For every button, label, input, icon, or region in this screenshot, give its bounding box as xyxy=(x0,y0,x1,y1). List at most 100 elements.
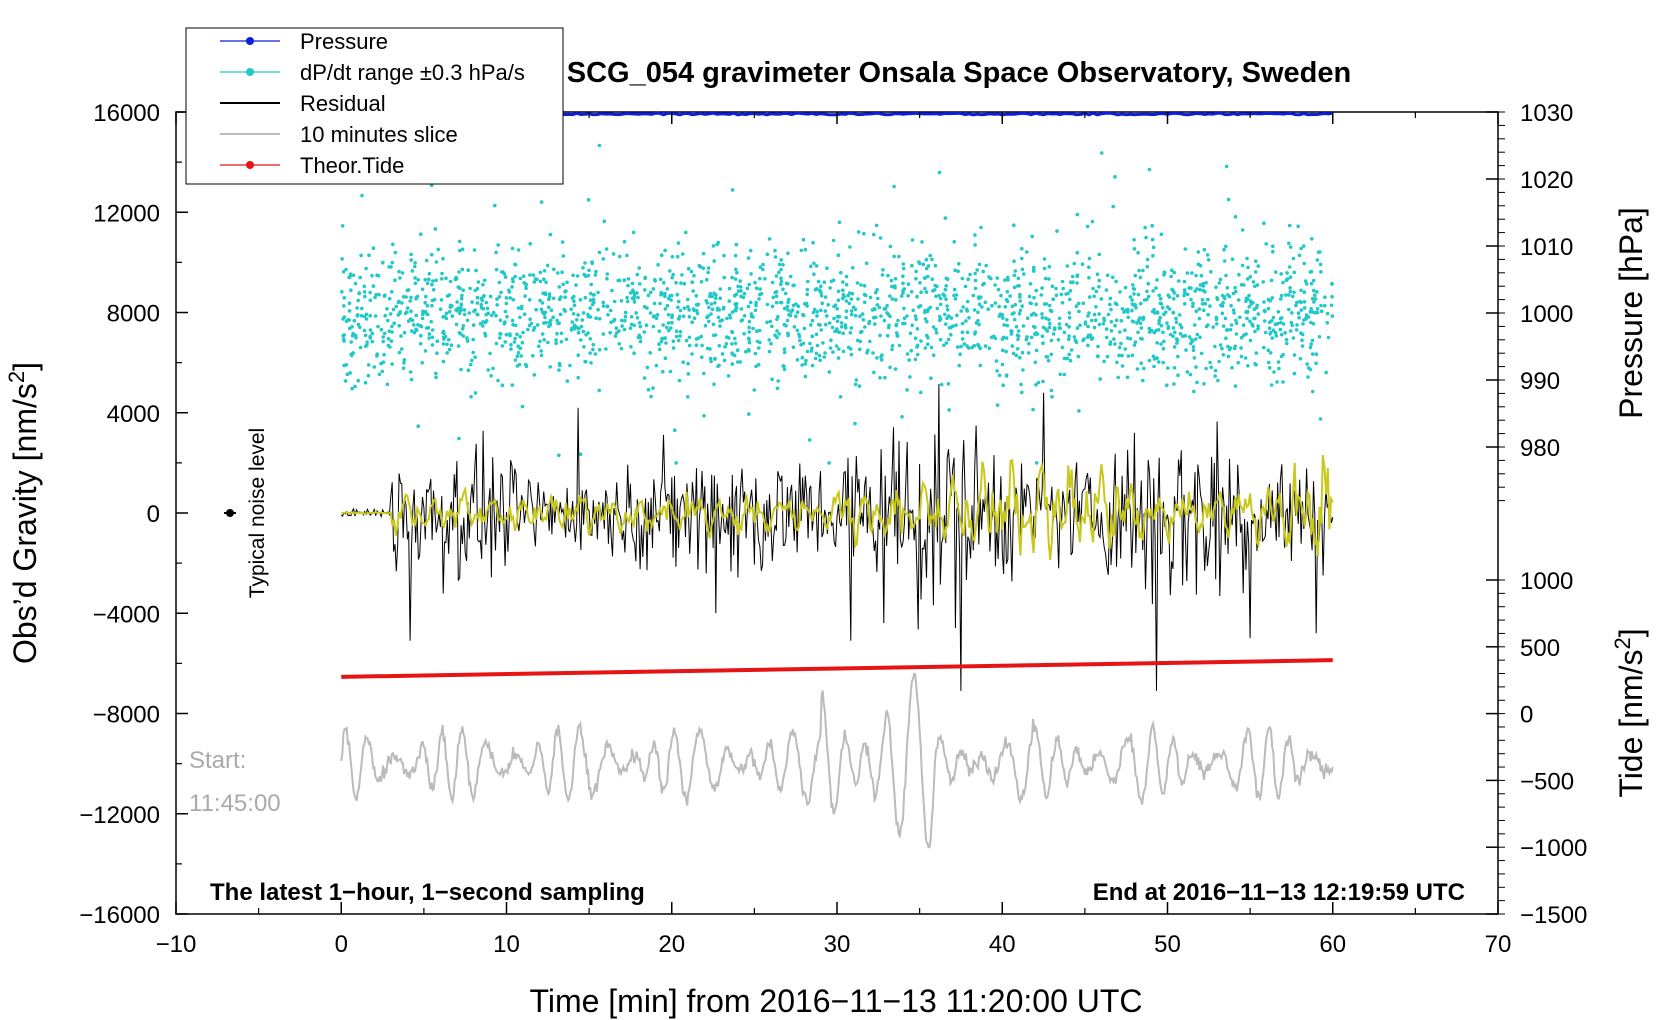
dpdt-point xyxy=(485,306,490,311)
dpdt-point xyxy=(1206,258,1211,262)
dpdt-point xyxy=(1177,313,1182,317)
dpdt-point xyxy=(611,252,616,256)
dpdt-point xyxy=(949,332,953,337)
dpdt-point xyxy=(634,311,638,315)
dpdt-point xyxy=(1230,257,1235,262)
dpdt-point xyxy=(635,291,639,295)
dpdt-point xyxy=(718,287,723,291)
dpdt-point xyxy=(1172,382,1176,386)
dpdt-point xyxy=(540,310,545,315)
dpdt-point xyxy=(531,273,536,277)
dpdt-point xyxy=(733,277,738,281)
dpdt-point xyxy=(1288,275,1293,280)
dpdt-point xyxy=(610,288,614,293)
dpdt-point xyxy=(382,294,387,298)
dpdt-point xyxy=(680,273,684,277)
dpdt-point xyxy=(513,358,518,362)
dpdt-point xyxy=(868,339,872,344)
dpdt-point xyxy=(358,345,363,350)
dpdt-point xyxy=(1126,310,1130,314)
dpdt-point xyxy=(862,300,867,305)
dpdt-point xyxy=(513,336,517,341)
dpdt-point xyxy=(448,279,453,284)
dpdt-point xyxy=(554,338,558,342)
dpdt-point xyxy=(987,275,991,279)
dpdt-point xyxy=(836,289,841,294)
dpdt-point xyxy=(1132,292,1136,296)
dpdt-point xyxy=(1234,332,1239,336)
dpdt-point xyxy=(1130,353,1135,358)
dpdt-point xyxy=(429,319,434,324)
dpdt-point xyxy=(848,331,853,335)
dpdt-point xyxy=(993,336,998,341)
dpdt-point xyxy=(629,345,633,349)
dpdt-point xyxy=(666,313,671,317)
dpdt-point xyxy=(622,327,627,332)
dpdt-point xyxy=(1232,311,1236,315)
dpdt-point xyxy=(847,301,851,306)
dpdt-point xyxy=(1145,289,1149,294)
dpdt-point xyxy=(588,298,593,303)
dpdt-point xyxy=(589,282,593,287)
dpdt-point xyxy=(409,295,413,300)
dpdt-point xyxy=(471,350,476,355)
dpdt-point xyxy=(366,373,371,378)
dpdt-point xyxy=(695,302,699,307)
dpdt-point xyxy=(1151,354,1156,359)
dpdt-point xyxy=(649,394,653,399)
dpdt-point xyxy=(484,319,489,323)
dpdt-point xyxy=(460,327,465,331)
dpdt-point xyxy=(515,354,520,359)
dpdt-point xyxy=(511,279,515,284)
dpdt-point xyxy=(1075,326,1080,330)
dpdt-point xyxy=(1222,296,1227,301)
dpdt-point xyxy=(717,344,722,348)
dpdt-point xyxy=(841,280,845,284)
dpdt-point xyxy=(1281,322,1286,326)
dpdt-point xyxy=(787,297,791,302)
dpdt-point xyxy=(1194,337,1198,341)
dpdt-point xyxy=(801,313,805,317)
dpdt-point xyxy=(1168,332,1173,337)
dpdt-point xyxy=(1041,379,1045,384)
dpdt-point xyxy=(711,322,716,327)
dpdt-point xyxy=(1017,311,1022,316)
dpdt-point xyxy=(1323,303,1327,308)
dpdt-point xyxy=(860,312,865,316)
dpdt-point xyxy=(1004,374,1009,378)
dpdt-point xyxy=(825,266,829,271)
dpdt-point xyxy=(818,358,822,363)
dpdt-point xyxy=(1109,329,1114,333)
legend-pressure-dot xyxy=(246,37,254,45)
dpdt-point xyxy=(987,346,992,351)
dpdt-point xyxy=(676,241,681,245)
left-tick-label: 16000 xyxy=(93,100,160,127)
dpdt-point xyxy=(1247,293,1251,298)
dpdt-point xyxy=(923,308,927,313)
dpdt-point xyxy=(914,269,918,274)
dpdt-point xyxy=(1125,375,1130,380)
dpdt-point xyxy=(591,347,595,352)
dpdt-point xyxy=(1226,197,1231,202)
dpdt-point xyxy=(1104,335,1109,340)
dpdt-point xyxy=(753,351,758,356)
dpdt-point xyxy=(534,307,538,312)
dpdt-point xyxy=(858,314,862,319)
dpdt-point xyxy=(1120,364,1125,368)
dpdt-point xyxy=(1222,259,1227,263)
dpdt-point xyxy=(994,359,999,363)
dpdt-point xyxy=(1269,383,1274,387)
dpdt-point xyxy=(841,288,845,293)
dpdt-point xyxy=(1248,275,1253,279)
dpdt-point xyxy=(681,360,685,365)
dpdt-point xyxy=(498,318,503,323)
dpdt-point xyxy=(938,296,943,301)
dpdt-point xyxy=(1299,288,1303,293)
dpdt-point xyxy=(652,314,656,318)
dpdt-point xyxy=(356,298,361,303)
dpdt-point xyxy=(1047,277,1051,281)
dpdt-point xyxy=(1092,294,1096,299)
dpdt-point xyxy=(1174,316,1178,321)
dpdt-point xyxy=(682,306,687,311)
